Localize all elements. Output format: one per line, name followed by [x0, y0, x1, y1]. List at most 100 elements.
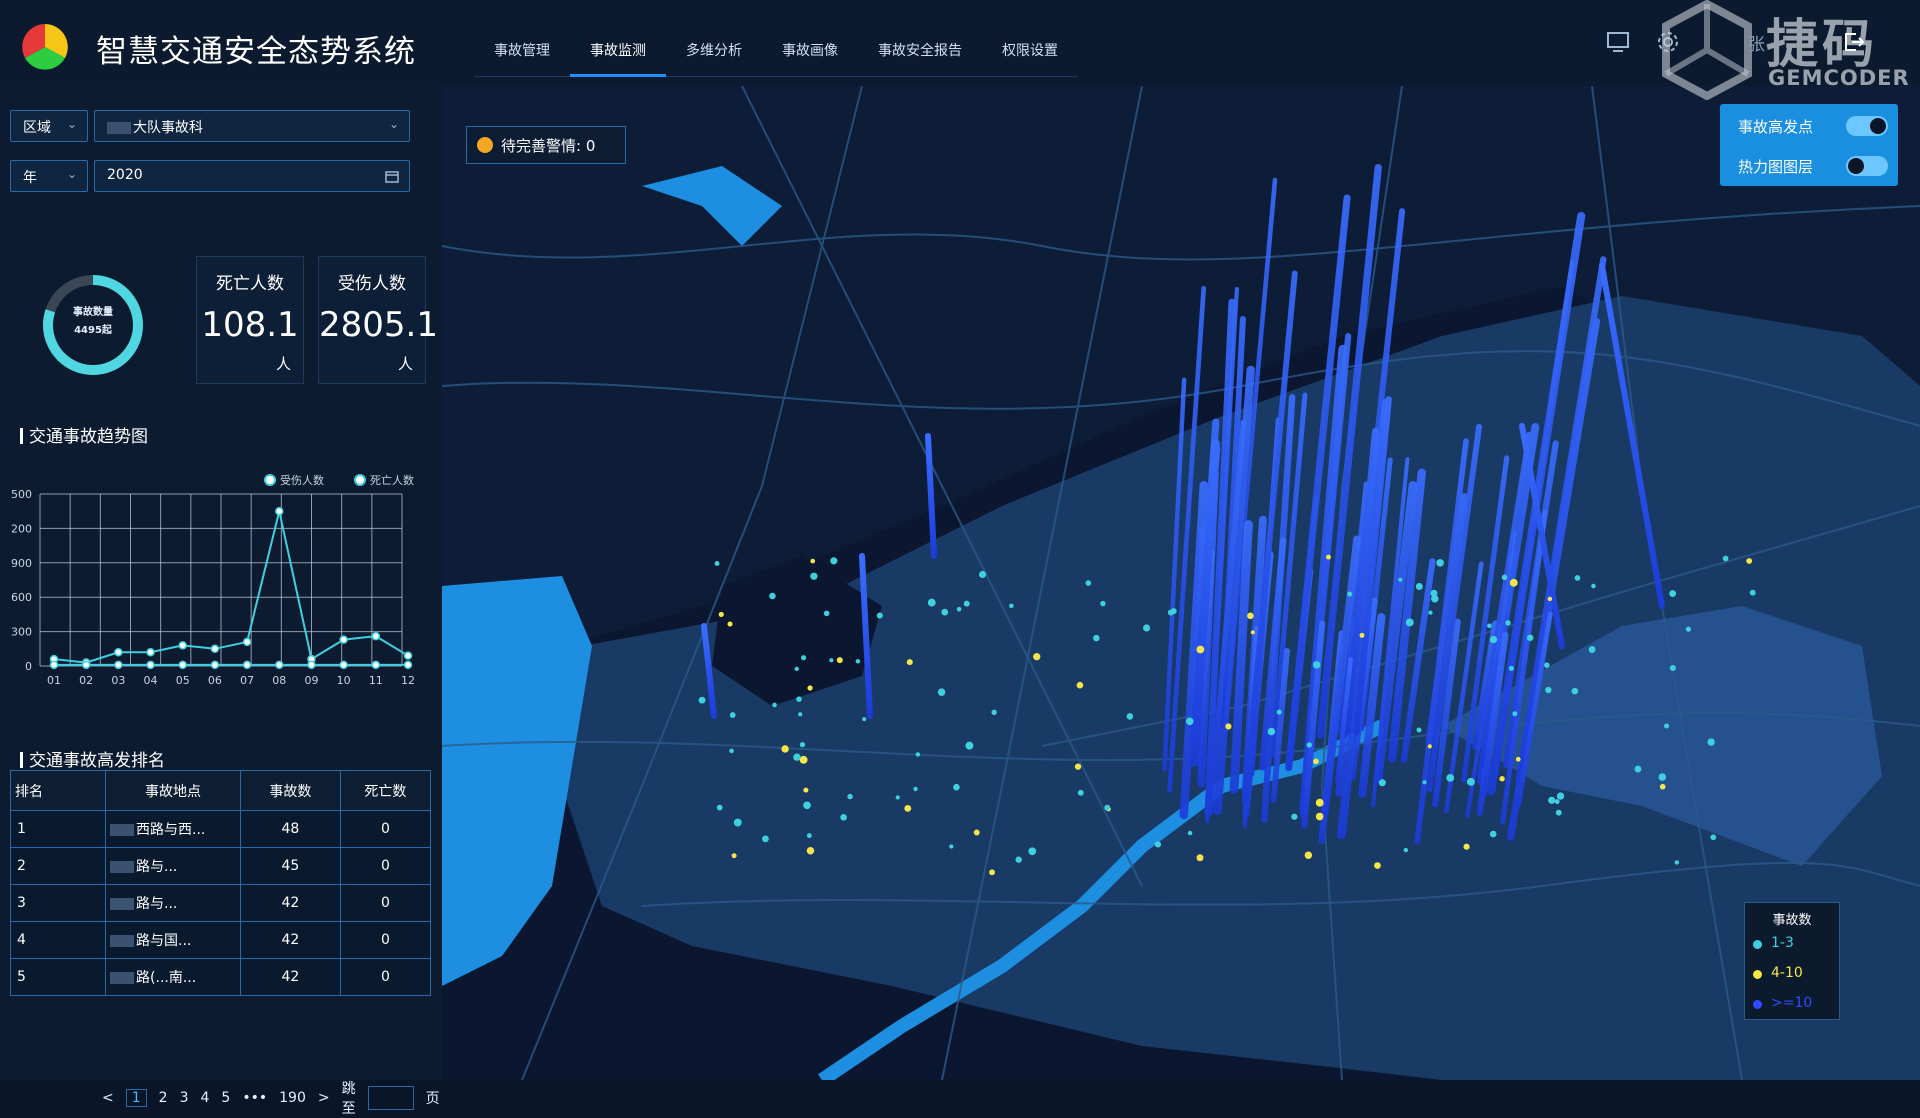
accident-dot — [1378, 779, 1386, 787]
hotspot-layer-toggle[interactable] — [1846, 116, 1888, 136]
x-tick-label: 04 — [144, 674, 158, 687]
chevron-down-icon: ⌄ — [388, 117, 399, 131]
accident-dot — [807, 685, 813, 691]
username[interactable]: 张 — [1748, 35, 1765, 55]
series-point — [275, 506, 284, 516]
region-value-select[interactable]: 大队事故科 ⌄ — [94, 110, 410, 142]
location-cell: 西路与西... — [105, 810, 241, 848]
x-tick-label: 05 — [176, 674, 190, 687]
accident-bar — [1259, 537, 1287, 771]
nav-tab[interactable]: 多维分析 — [686, 43, 742, 59]
legend-marker — [264, 474, 276, 486]
accident-bar — [1515, 256, 1607, 784]
nav-tab[interactable]: 事故画像 — [782, 43, 838, 59]
accident-dot — [1093, 634, 1100, 642]
accident-bar — [1432, 618, 1461, 808]
table-row[interactable]: 2 路与... 45 0 — [9, 847, 432, 885]
accident-dot — [1126, 713, 1134, 720]
accident-dot — [1505, 620, 1511, 626]
ranking-title: 交通事故高发排名 — [20, 746, 165, 771]
accident-dot — [803, 787, 809, 793]
accident-dot — [727, 621, 733, 627]
accident-dot — [1508, 665, 1514, 671]
series-point — [146, 660, 155, 670]
table-row[interactable]: 4 路与国... 42 0 — [9, 921, 432, 959]
series-line-0 — [53, 510, 409, 664]
location-cell: 路与... — [105, 847, 241, 885]
accident-dot — [855, 659, 861, 664]
accident-dot — [1669, 664, 1676, 672]
accident-bar — [1516, 611, 1553, 808]
map-legend: 事故数 1-3 4-10 >=10 — [1744, 902, 1840, 1020]
watermark-text: 捷码 — [1766, 15, 1879, 75]
accident-dot — [1359, 632, 1365, 638]
column-header: 死亡数 — [339, 770, 432, 811]
deaths-cell: 0 — [339, 884, 432, 922]
nav-tab[interactable]: 事故管理 — [494, 43, 550, 59]
y-tick-label: 900 — [11, 557, 32, 570]
year-value: 2020 — [107, 167, 143, 183]
accident-dot — [1247, 612, 1254, 620]
rank-cell: 3 — [9, 884, 107, 922]
accident-bar — [1229, 520, 1253, 794]
accident-dot — [1422, 780, 1427, 785]
accident-bar — [1204, 298, 1236, 817]
accident-dot — [1463, 843, 1470, 850]
accident-bar — [1465, 431, 1531, 819]
prev-page-button[interactable]: < — [102, 1090, 114, 1106]
accident-map[interactable] — [441, 85, 1920, 1086]
logout-icon[interactable] — [1842, 30, 1866, 54]
series-point — [242, 637, 252, 647]
y-tick-label: 0 — [25, 660, 32, 673]
accident-dot — [1415, 583, 1423, 590]
jump-page-input[interactable] — [367, 1086, 414, 1110]
injured-unit: 人 — [397, 355, 413, 373]
region-type-select[interactable]: 区域 ⌄ — [10, 110, 88, 142]
accident-bar — [1167, 285, 1207, 793]
layer-hotspot-label: 事故高发点 — [1738, 118, 1814, 136]
next-page-button[interactable]: > — [317, 1090, 330, 1106]
accident-dot — [793, 753, 801, 761]
map-canvas[interactable] — [441, 85, 1920, 1086]
accident-dot — [1313, 758, 1319, 765]
deaths-value: 108.1 — [201, 305, 299, 345]
nav-tab[interactable]: 权限设置 — [1002, 43, 1058, 59]
page-button[interactable]: 5 — [221, 1090, 231, 1106]
ellipsis-button[interactable]: ••• — [242, 1090, 268, 1106]
nav-tab[interactable]: 事故安全报告 — [878, 43, 962, 59]
accident-dot — [829, 658, 834, 663]
accident-dot — [1143, 624, 1151, 632]
deaths-cell: 0 — [339, 810, 432, 848]
accident-dot — [1544, 662, 1550, 668]
page-button[interactable]: 3 — [179, 1090, 189, 1106]
table-row[interactable]: 1 西路与西... 48 0 — [9, 810, 432, 848]
heatmap-layer-toggle[interactable] — [1846, 156, 1888, 176]
year-picker[interactable]: 2020 — [94, 160, 410, 192]
count-cell: 48 — [240, 810, 341, 848]
period-type-select[interactable]: 年 ⌄ — [10, 160, 88, 192]
rank-cell: 4 — [9, 921, 107, 959]
accident-dot — [973, 829, 980, 836]
series-point — [403, 660, 413, 670]
accident-dot — [762, 835, 769, 843]
accident-dot — [1591, 583, 1596, 589]
page-button[interactable]: 4 — [200, 1090, 210, 1106]
accident-dot — [796, 696, 802, 702]
monitor-icon[interactable] — [1606, 30, 1630, 54]
accident-bar — [1426, 423, 1483, 793]
table-row[interactable]: 5 路(...南... 42 0 — [9, 958, 432, 996]
accident-bar — [1179, 480, 1209, 820]
accident-dot — [806, 847, 815, 855]
page-button[interactable]: 2 — [158, 1090, 168, 1106]
table-row[interactable]: 3 路与... 42 0 — [9, 884, 432, 922]
page-button-current[interactable]: 1 — [125, 1089, 147, 1107]
x-tick-label: 09 — [304, 674, 318, 687]
accident-bar — [1316, 163, 1382, 739]
accident-dot — [1104, 804, 1111, 811]
column-header: 排名 — [9, 770, 107, 811]
last-page-button[interactable]: 190 — [279, 1090, 306, 1106]
nav-tab[interactable]: 事故监测 — [570, 30, 666, 77]
series-point — [210, 644, 220, 654]
pending-alert-button[interactable]: 待完善警情: 0 — [466, 126, 626, 164]
legend-label: 受伤人数 — [280, 474, 324, 487]
